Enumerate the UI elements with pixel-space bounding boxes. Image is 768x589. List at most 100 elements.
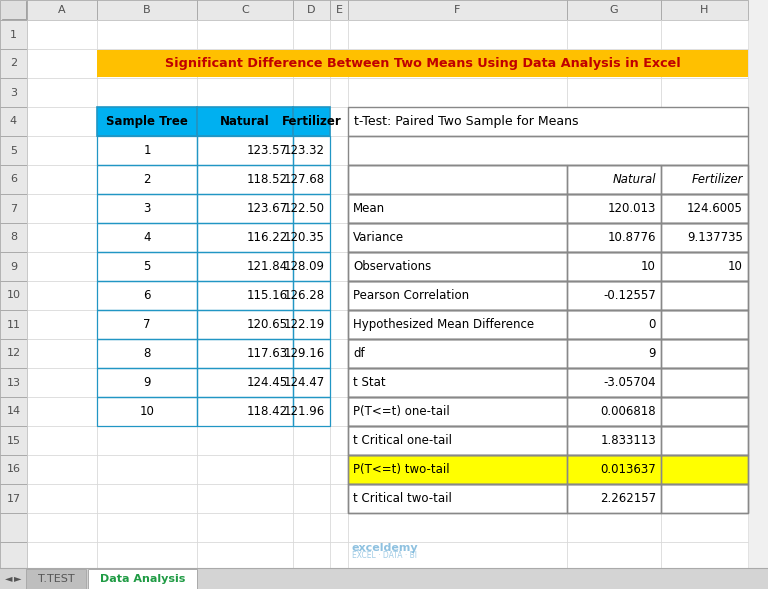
Bar <box>97 368 197 397</box>
Text: 0.013637: 0.013637 <box>601 463 656 476</box>
Bar <box>97 223 197 252</box>
Bar <box>567 455 661 484</box>
Bar <box>293 455 330 484</box>
Bar <box>661 484 748 513</box>
Bar <box>197 252 293 281</box>
Bar <box>197 368 293 397</box>
Bar <box>330 455 348 484</box>
Bar <box>293 165 330 194</box>
Bar <box>567 136 661 165</box>
Bar <box>197 20 293 49</box>
Bar <box>97 281 197 310</box>
Bar <box>0 49 27 78</box>
Bar <box>567 368 661 397</box>
Bar <box>0 136 27 165</box>
Bar <box>293 513 330 542</box>
Bar <box>661 426 748 455</box>
Bar <box>567 194 661 223</box>
Text: Variance: Variance <box>353 231 404 244</box>
Bar <box>97 252 197 281</box>
Bar <box>293 20 330 49</box>
Bar <box>27 368 97 397</box>
Bar <box>293 426 330 455</box>
Bar <box>330 397 348 426</box>
Bar <box>97 426 197 455</box>
Bar <box>27 513 97 542</box>
Bar <box>0 368 27 397</box>
Text: Sample Tree: Sample Tree <box>106 115 188 128</box>
Bar <box>348 194 748 223</box>
Bar <box>27 20 97 49</box>
Bar <box>567 310 661 339</box>
Bar <box>348 107 567 136</box>
Bar <box>348 397 567 426</box>
Bar <box>330 252 348 281</box>
Bar <box>348 426 748 455</box>
Bar <box>661 223 748 252</box>
Bar <box>661 368 748 397</box>
Bar <box>293 20 330 49</box>
Bar <box>97 339 197 368</box>
Bar <box>348 339 567 368</box>
Bar <box>661 165 748 194</box>
Text: 123.67: 123.67 <box>247 202 288 215</box>
Bar <box>197 310 293 339</box>
Bar <box>27 223 97 252</box>
Text: C: C <box>241 5 249 15</box>
Bar <box>0 194 27 223</box>
Text: 117.63: 117.63 <box>247 347 288 360</box>
Bar <box>27 194 97 223</box>
Text: 9.137735: 9.137735 <box>687 231 743 244</box>
Bar <box>330 513 348 542</box>
Bar <box>348 484 748 513</box>
Bar <box>293 252 330 281</box>
Bar <box>27 252 97 281</box>
Bar <box>197 397 293 426</box>
Bar <box>348 339 748 368</box>
Bar <box>330 49 348 78</box>
Bar <box>348 78 567 107</box>
Text: Significant Difference Between Two Means Using Data Analysis in Excel: Significant Difference Between Two Means… <box>164 57 680 70</box>
Bar <box>197 136 293 165</box>
Bar <box>97 281 197 310</box>
Bar <box>27 397 97 426</box>
Bar <box>661 281 748 310</box>
Bar <box>0 223 27 252</box>
Bar <box>26 569 86 589</box>
Bar <box>330 252 348 281</box>
Bar <box>0 49 27 78</box>
Bar <box>330 136 348 165</box>
Bar <box>0 223 27 252</box>
Bar <box>0 455 27 484</box>
Bar <box>348 310 567 339</box>
Bar <box>197 165 293 194</box>
Bar <box>348 281 567 310</box>
Bar <box>330 136 348 165</box>
Bar <box>197 397 293 426</box>
Bar <box>348 281 567 310</box>
Bar <box>197 165 293 194</box>
Bar <box>97 310 197 339</box>
Bar <box>661 107 748 136</box>
Bar <box>27 484 97 513</box>
Bar <box>197 339 293 368</box>
Bar <box>330 0 348 20</box>
Bar <box>661 310 748 339</box>
Bar <box>661 49 748 78</box>
Bar <box>567 310 661 339</box>
Text: 13: 13 <box>6 378 21 388</box>
Bar <box>197 0 293 20</box>
Bar <box>567 252 661 281</box>
Bar <box>293 339 330 368</box>
Bar <box>0 513 27 542</box>
Bar <box>197 165 293 194</box>
Text: 120.35: 120.35 <box>284 231 325 244</box>
Bar <box>97 252 197 281</box>
Text: 122.19: 122.19 <box>283 318 325 331</box>
Text: -3.05704: -3.05704 <box>604 376 656 389</box>
Bar <box>197 310 293 339</box>
Bar <box>97 107 197 136</box>
Text: ►: ► <box>14 574 22 584</box>
Bar <box>197 194 293 223</box>
Bar <box>661 542 748 571</box>
